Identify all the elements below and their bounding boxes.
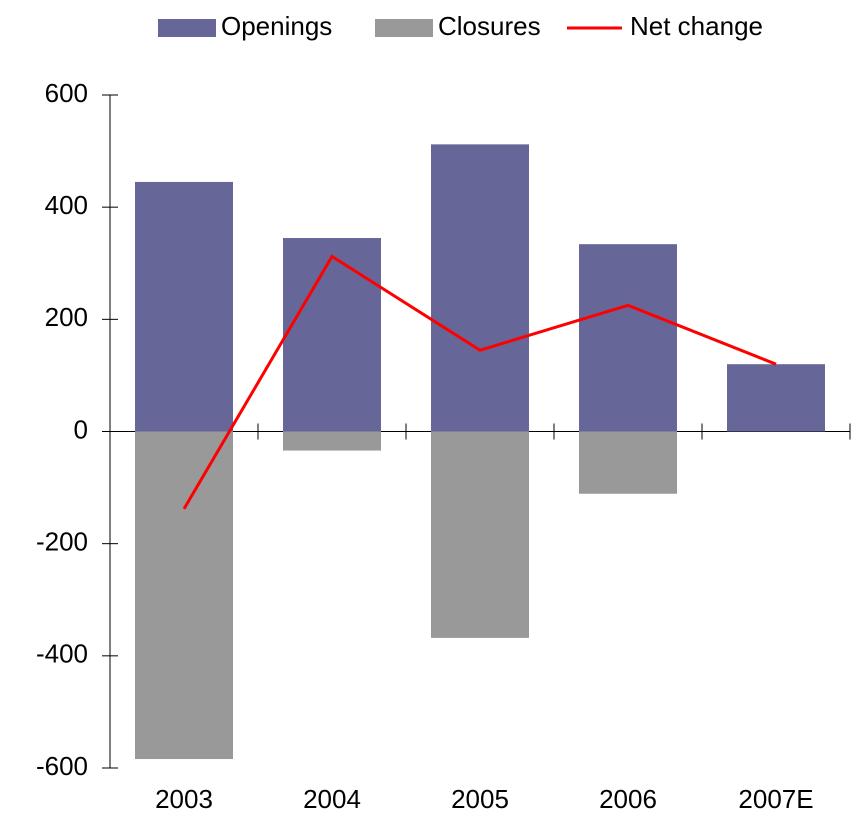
y-tick-label: -600 — [36, 751, 88, 781]
bar — [283, 431, 381, 451]
y-tick-label: 400 — [45, 190, 88, 220]
y-tick-label: 600 — [45, 78, 88, 108]
y-tick-label: -400 — [36, 639, 88, 669]
legend-swatch — [158, 19, 216, 37]
y-tick-label: 0 — [74, 414, 88, 444]
bar — [579, 431, 677, 494]
x-tick-label: 2007E — [738, 784, 813, 814]
x-tick-label: 2004 — [303, 784, 361, 814]
bar — [579, 244, 677, 432]
x-tick-label: 2006 — [599, 784, 657, 814]
bar — [431, 144, 529, 432]
x-tick-label: 2005 — [451, 784, 509, 814]
bar — [283, 238, 381, 432]
legend-label: Closures — [438, 11, 541, 41]
bar — [727, 364, 825, 432]
legend-swatch — [375, 19, 433, 37]
x-tick-label: 2003 — [155, 784, 213, 814]
y-tick-label: -200 — [36, 527, 88, 557]
line — [182, 254, 777, 510]
bar — [135, 431, 233, 760]
y-tick-label: 200 — [45, 302, 88, 332]
legend-label: Openings — [221, 11, 332, 41]
legend-label: Net change — [630, 11, 763, 41]
bar — [431, 431, 529, 638]
bar — [135, 181, 233, 432]
